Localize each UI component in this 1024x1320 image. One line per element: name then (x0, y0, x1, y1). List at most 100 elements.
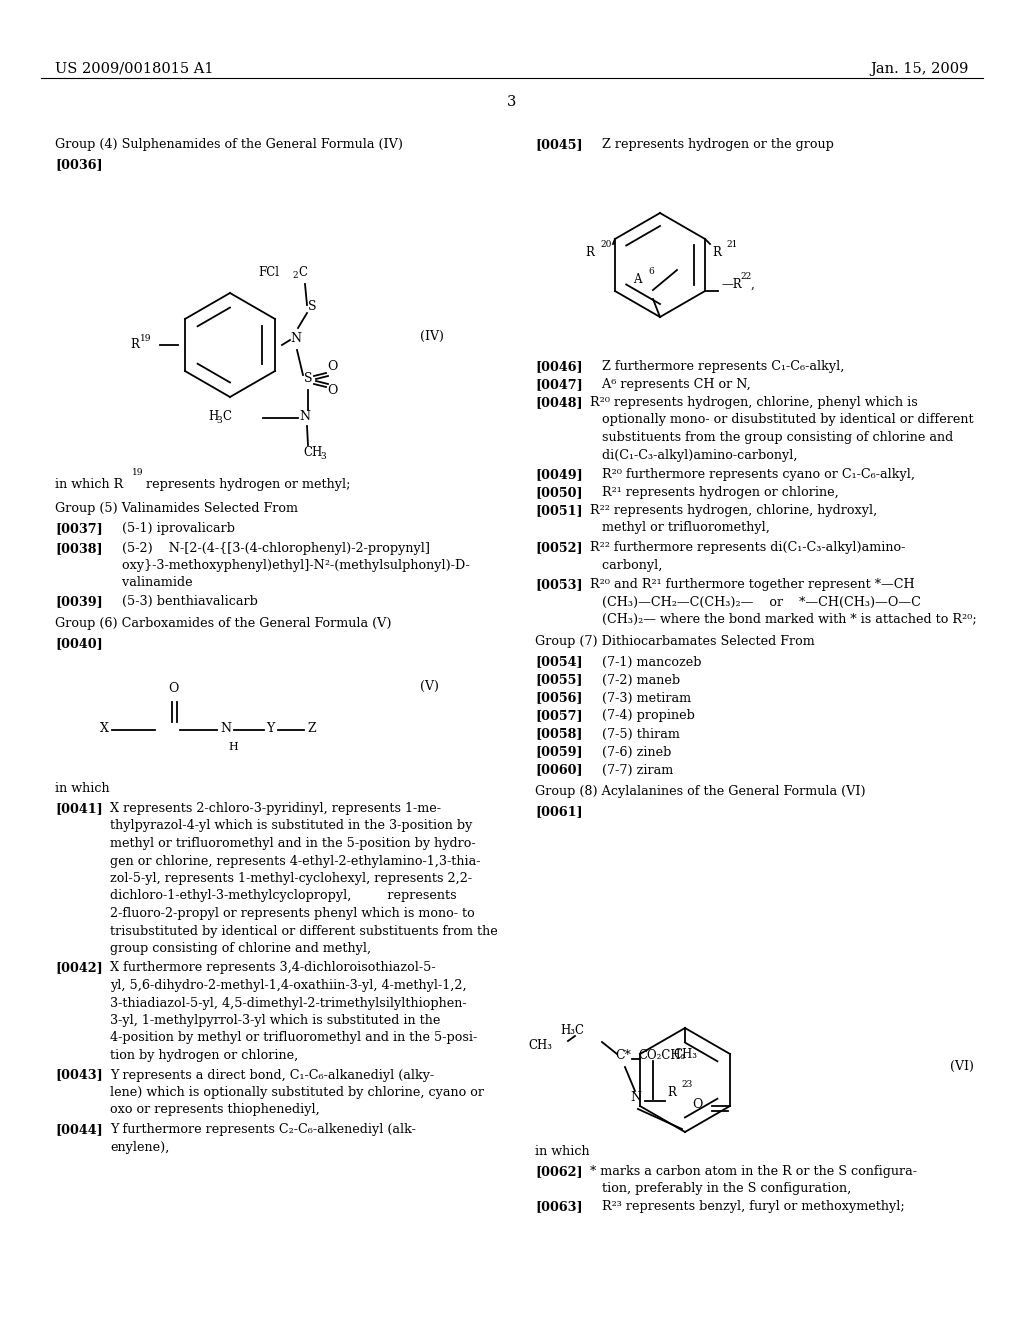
Text: Y: Y (266, 722, 274, 735)
Text: 6: 6 (648, 267, 653, 276)
Text: oxy}-3-methoxyphenyl)ethyl]-N²-(methylsulphonyl)-D-: oxy}-3-methoxyphenyl)ethyl]-N²-(methylsu… (110, 558, 470, 572)
Text: valinamide: valinamide (110, 576, 193, 589)
Text: (7-1) mancozeb: (7-1) mancozeb (590, 656, 701, 668)
Text: R²⁰ furthermore represents cyano or C₁-C₆-alkyl,: R²⁰ furthermore represents cyano or C₁-C… (590, 469, 915, 480)
Text: [0061]: [0061] (535, 805, 583, 818)
Text: (5-3) benthiavalicarb: (5-3) benthiavalicarb (110, 595, 258, 609)
Text: (7-2) maneb: (7-2) maneb (590, 673, 680, 686)
Text: 3: 3 (319, 451, 326, 461)
Text: Z furthermore represents C₁-C₆-alkyl,: Z furthermore represents C₁-C₆-alkyl, (590, 360, 845, 374)
Text: S: S (304, 372, 312, 385)
Text: A⁶ represents CH or N,: A⁶ represents CH or N, (590, 378, 751, 391)
Text: R²⁰ and R²¹ furthermore together represent *—CH: R²⁰ and R²¹ furthermore together represe… (590, 578, 914, 591)
Text: A: A (633, 273, 641, 286)
Text: CH₃: CH₃ (673, 1048, 697, 1061)
Text: CH: CH (303, 446, 323, 459)
Text: (CH₃)₂— where the bond marked with * is attached to R²⁰;: (CH₃)₂— where the bond marked with * is … (590, 612, 977, 626)
Text: (7-3) metiram: (7-3) metiram (590, 692, 691, 705)
Text: * marks a carbon atom in the R or the S configura-: * marks a carbon atom in the R or the S … (590, 1166, 918, 1177)
Text: lene) which is optionally substituted by chlorine, cyano or: lene) which is optionally substituted by… (110, 1086, 484, 1100)
Text: [0052]: [0052] (535, 541, 583, 554)
Text: [0039]: [0039] (55, 595, 102, 609)
Text: O: O (692, 1098, 702, 1111)
Text: [0041]: [0041] (55, 803, 102, 814)
Text: (VI): (VI) (950, 1060, 974, 1073)
Text: [0037]: [0037] (55, 521, 102, 535)
Text: optionally mono- or disubstituted by identical or different: optionally mono- or disubstituted by ide… (590, 413, 974, 426)
Text: methyl or trifluoromethyl and in the 5-position by hydro-: methyl or trifluoromethyl and in the 5-p… (110, 837, 475, 850)
Text: Group (4) Sulphenamides of the General Formula (IV): Group (4) Sulphenamides of the General F… (55, 139, 403, 150)
Text: 23: 23 (681, 1080, 692, 1089)
Text: C: C (298, 267, 307, 279)
Text: carbonyl,: carbonyl, (590, 558, 663, 572)
Text: O: O (168, 682, 178, 696)
Text: yl, 5,6-dihydro-2-methyl-1,4-oxathiin-3-yl, 4-methyl-1,2,: yl, 5,6-dihydro-2-methyl-1,4-oxathiin-3-… (110, 979, 467, 993)
Text: [0057]: [0057] (535, 710, 583, 722)
Text: zol-5-yl, represents 1-methyl-cyclohexyl, represents 2,2-: zol-5-yl, represents 1-methyl-cyclohexyl… (110, 873, 472, 884)
Text: X: X (100, 722, 109, 735)
Text: thylpyrazol-4-yl which is substituted in the 3-position by: thylpyrazol-4-yl which is substituted in… (110, 820, 472, 833)
Text: trisubstituted by identical or different substituents from the: trisubstituted by identical or different… (110, 924, 498, 937)
Text: Group (6) Carboxamides of the General Formula (V): Group (6) Carboxamides of the General Fo… (55, 616, 391, 630)
Text: (CH₃)—CH₂—C(CH₃)₂—    or    *—CH(CH₃)—O—C: (CH₃)—CH₂—C(CH₃)₂— or *—CH(CH₃)—O—C (590, 595, 921, 609)
Text: [0051]: [0051] (535, 504, 583, 517)
Text: (IV): (IV) (420, 330, 443, 343)
Text: Group (7) Dithiocarbamates Selected From: Group (7) Dithiocarbamates Selected From (535, 635, 815, 648)
Text: H₃C: H₃C (560, 1024, 584, 1038)
Text: group consisting of chlorine and methyl,: group consisting of chlorine and methyl, (110, 942, 371, 954)
Text: oxo or represents thiophenediyl,: oxo or represents thiophenediyl, (110, 1104, 319, 1117)
Text: ,: , (751, 279, 755, 290)
Text: R²³ represents benzyl, furyl or methoxymethyl;: R²³ represents benzyl, furyl or methoxym… (590, 1200, 904, 1213)
Text: 21: 21 (726, 240, 737, 249)
Text: R²¹ represents hydrogen or chlorine,: R²¹ represents hydrogen or chlorine, (590, 486, 839, 499)
Text: [0040]: [0040] (55, 638, 102, 649)
Text: [0053]: [0053] (535, 578, 583, 591)
Text: [0060]: [0060] (535, 763, 583, 776)
Text: X represents 2-chloro-3-pyridinyl, represents 1-me-: X represents 2-chloro-3-pyridinyl, repre… (110, 803, 441, 814)
Text: R²² furthermore represents di(C₁-C₃-alkyl)amino-: R²² furthermore represents di(C₁-C₃-alky… (590, 541, 905, 554)
Text: [0049]: [0049] (535, 469, 583, 480)
Text: R²² represents hydrogen, chlorine, hydroxyl,: R²² represents hydrogen, chlorine, hydro… (590, 504, 878, 517)
Text: 3: 3 (507, 95, 517, 110)
Text: (5-1) iprovalicarb: (5-1) iprovalicarb (110, 521, 234, 535)
Text: 4-position by methyl or trifluoromethyl and in the 5-posi-: 4-position by methyl or trifluoromethyl … (110, 1031, 477, 1044)
Text: (5-2)    N-[2-(4-{[3-(4-chlorophenyl)-2-propynyl]: (5-2) N-[2-(4-{[3-(4-chlorophenyl)-2-pro… (110, 543, 430, 554)
Text: N: N (630, 1092, 641, 1104)
Text: Z represents hydrogen or the group: Z represents hydrogen or the group (590, 139, 834, 150)
Text: N: N (220, 722, 231, 735)
Text: tion by hydrogen or chlorine,: tion by hydrogen or chlorine, (110, 1049, 298, 1063)
Text: Y furthermore represents C₂-C₆-alkenediyl (alk-: Y furthermore represents C₂-C₆-alkenediy… (110, 1123, 416, 1137)
Text: O: O (327, 360, 337, 374)
Text: (V): (V) (420, 680, 439, 693)
Text: Jan. 15, 2009: Jan. 15, 2009 (870, 62, 969, 77)
Text: H: H (228, 742, 238, 752)
Text: Z: Z (307, 722, 315, 735)
Text: CO₂CH₃: CO₂CH₃ (638, 1049, 685, 1063)
Text: methyl or trifluoromethyl,: methyl or trifluoromethyl, (590, 521, 770, 535)
Text: di(C₁-C₃-alkyl)amino-carbonyl,: di(C₁-C₃-alkyl)amino-carbonyl, (590, 449, 798, 462)
Text: in which R: in which R (55, 478, 123, 491)
Text: 19: 19 (132, 469, 143, 477)
Text: dichloro-1-ethyl-3-methylcyclopropyl,         represents: dichloro-1-ethyl-3-methylcyclopropyl, re… (110, 890, 457, 903)
Text: US 2009/0018015 A1: US 2009/0018015 A1 (55, 62, 213, 77)
Text: [0056]: [0056] (535, 692, 583, 705)
Text: enylene),: enylene), (110, 1140, 169, 1154)
Text: [0063]: [0063] (535, 1200, 583, 1213)
Text: [0036]: [0036] (55, 158, 102, 172)
Text: R: R (667, 1086, 676, 1100)
Text: Group (8) Acylalanines of the General Formula (VI): Group (8) Acylalanines of the General Fo… (535, 785, 865, 799)
Text: [0043]: [0043] (55, 1068, 102, 1081)
Text: substituents from the group consisting of chlorine and: substituents from the group consisting o… (590, 432, 953, 444)
Text: X furthermore represents 3,4-dichloroisothiazol-5-: X furthermore represents 3,4-dichloroiso… (110, 961, 435, 974)
Text: C*: C* (615, 1049, 631, 1063)
Text: gen or chlorine, represents 4-ethyl-2-ethylamino-1,3-thia-: gen or chlorine, represents 4-ethyl-2-et… (110, 854, 480, 867)
Text: represents hydrogen or methyl;: represents hydrogen or methyl; (142, 478, 350, 491)
Text: CH₃: CH₃ (528, 1039, 552, 1052)
Text: [0059]: [0059] (535, 746, 583, 759)
Text: (7-5) thiram: (7-5) thiram (590, 727, 680, 741)
Text: (7-7) ziram: (7-7) ziram (590, 763, 673, 776)
Text: —R: —R (721, 279, 741, 290)
Text: 19: 19 (140, 334, 152, 343)
Text: N: N (290, 333, 301, 345)
Text: N: N (299, 411, 310, 422)
